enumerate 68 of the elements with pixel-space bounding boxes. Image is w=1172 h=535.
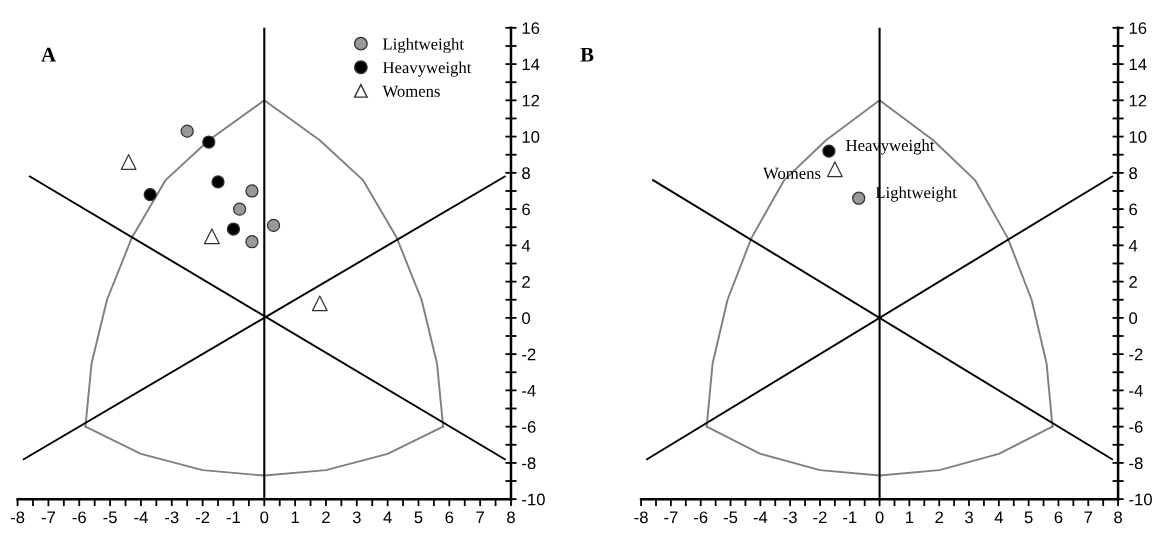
- x-tick-label: -5: [723, 511, 738, 524]
- x-tick-label: 4: [994, 511, 1003, 524]
- x-tick-label: 3: [965, 511, 973, 524]
- y-tick-label: -4: [522, 384, 536, 397]
- x-tick-label: 5: [414, 511, 423, 524]
- y-tick-label: 8: [522, 167, 530, 180]
- y-tick-label: 2: [522, 276, 530, 288]
- x-tick-label: -1: [843, 511, 857, 524]
- y-tick-label: 16: [1129, 22, 1147, 35]
- y-tick-label: 14: [522, 58, 540, 71]
- y-tick-label: 0: [1129, 312, 1138, 325]
- x-tick-label: 2: [935, 511, 944, 524]
- x-tick-label: -7: [41, 511, 55, 524]
- y-tick-label: -2: [1129, 348, 1143, 361]
- y-tick-label: 4: [1128, 239, 1138, 252]
- x-tick-label: -3: [165, 511, 179, 524]
- y-tick-label: 2: [1129, 276, 1137, 288]
- x-tick-label: -8: [10, 511, 25, 524]
- x-tick-label: 6: [445, 511, 454, 524]
- y-tick-label: 6: [1129, 203, 1138, 216]
- x-tick-label: -4: [134, 511, 148, 524]
- y-tick-label: -6: [522, 421, 536, 433]
- y-tick-label: -10: [522, 493, 545, 506]
- x-tick-label: 1: [291, 511, 299, 524]
- x-tick-label: -2: [813, 511, 827, 524]
- y-tick-label: 10: [1129, 130, 1147, 143]
- x-tick-label: -3: [783, 511, 797, 524]
- y-tick-label: 10: [522, 130, 540, 143]
- y-tick-label: -2: [522, 348, 536, 361]
- x-tick-label: 3: [352, 511, 361, 524]
- x-tick-label: -4: [753, 511, 768, 524]
- y-tick-label: 14: [1129, 58, 1147, 71]
- y-tick-label: -6: [1129, 421, 1143, 433]
- x-tick-label: 7: [476, 511, 484, 524]
- legend-label: Heavyweight: [383, 61, 472, 77]
- y-tick-label: -4: [1129, 384, 1143, 397]
- x-tick-label: 1: [906, 511, 914, 524]
- x-tick-label: 0: [260, 511, 269, 524]
- y-tick-label: 0: [522, 312, 531, 325]
- x-tick-label: -7: [664, 511, 678, 524]
- x-tick-label: -8: [634, 511, 648, 524]
- legend-label: Womens: [382, 85, 440, 97]
- y-tick-label: -8: [522, 457, 536, 470]
- x-tick-label: 4: [383, 511, 392, 524]
- y-tick-label: 8: [1129, 167, 1138, 180]
- x-tick-label: 5: [1024, 511, 1033, 524]
- x-tick-label: 2: [322, 511, 330, 524]
- x-tick-label: 0: [875, 511, 884, 524]
- x-tick-label: -6: [694, 511, 708, 524]
- x-tick-label: 8: [507, 511, 515, 524]
- x-tick-label: 8: [1114, 511, 1122, 524]
- y-tick-label: 6: [522, 203, 530, 216]
- y-tick-label: -10: [1129, 493, 1152, 506]
- text: B: [580, 47, 594, 62]
- x-tick-label: 7: [1084, 511, 1093, 524]
- y-tick-label: 12: [1129, 94, 1147, 107]
- x-tick-label: -1: [226, 511, 241, 524]
- series-label: Womens: [763, 167, 821, 180]
- x-tick-label: -6: [72, 511, 86, 524]
- y-tick-label: 4: [521, 239, 531, 252]
- y-tick-label: -8: [1129, 457, 1143, 470]
- y-tick-label: 16: [522, 22, 540, 35]
- legend-label: Lightweight: [383, 37, 464, 54]
- x-tick-label: -5: [103, 511, 117, 524]
- y-tick-label: 12: [522, 94, 540, 107]
- x-tick-label: 6: [1054, 511, 1063, 524]
- x-tick-label: -2: [195, 511, 210, 524]
- text: A: [41, 47, 56, 62]
